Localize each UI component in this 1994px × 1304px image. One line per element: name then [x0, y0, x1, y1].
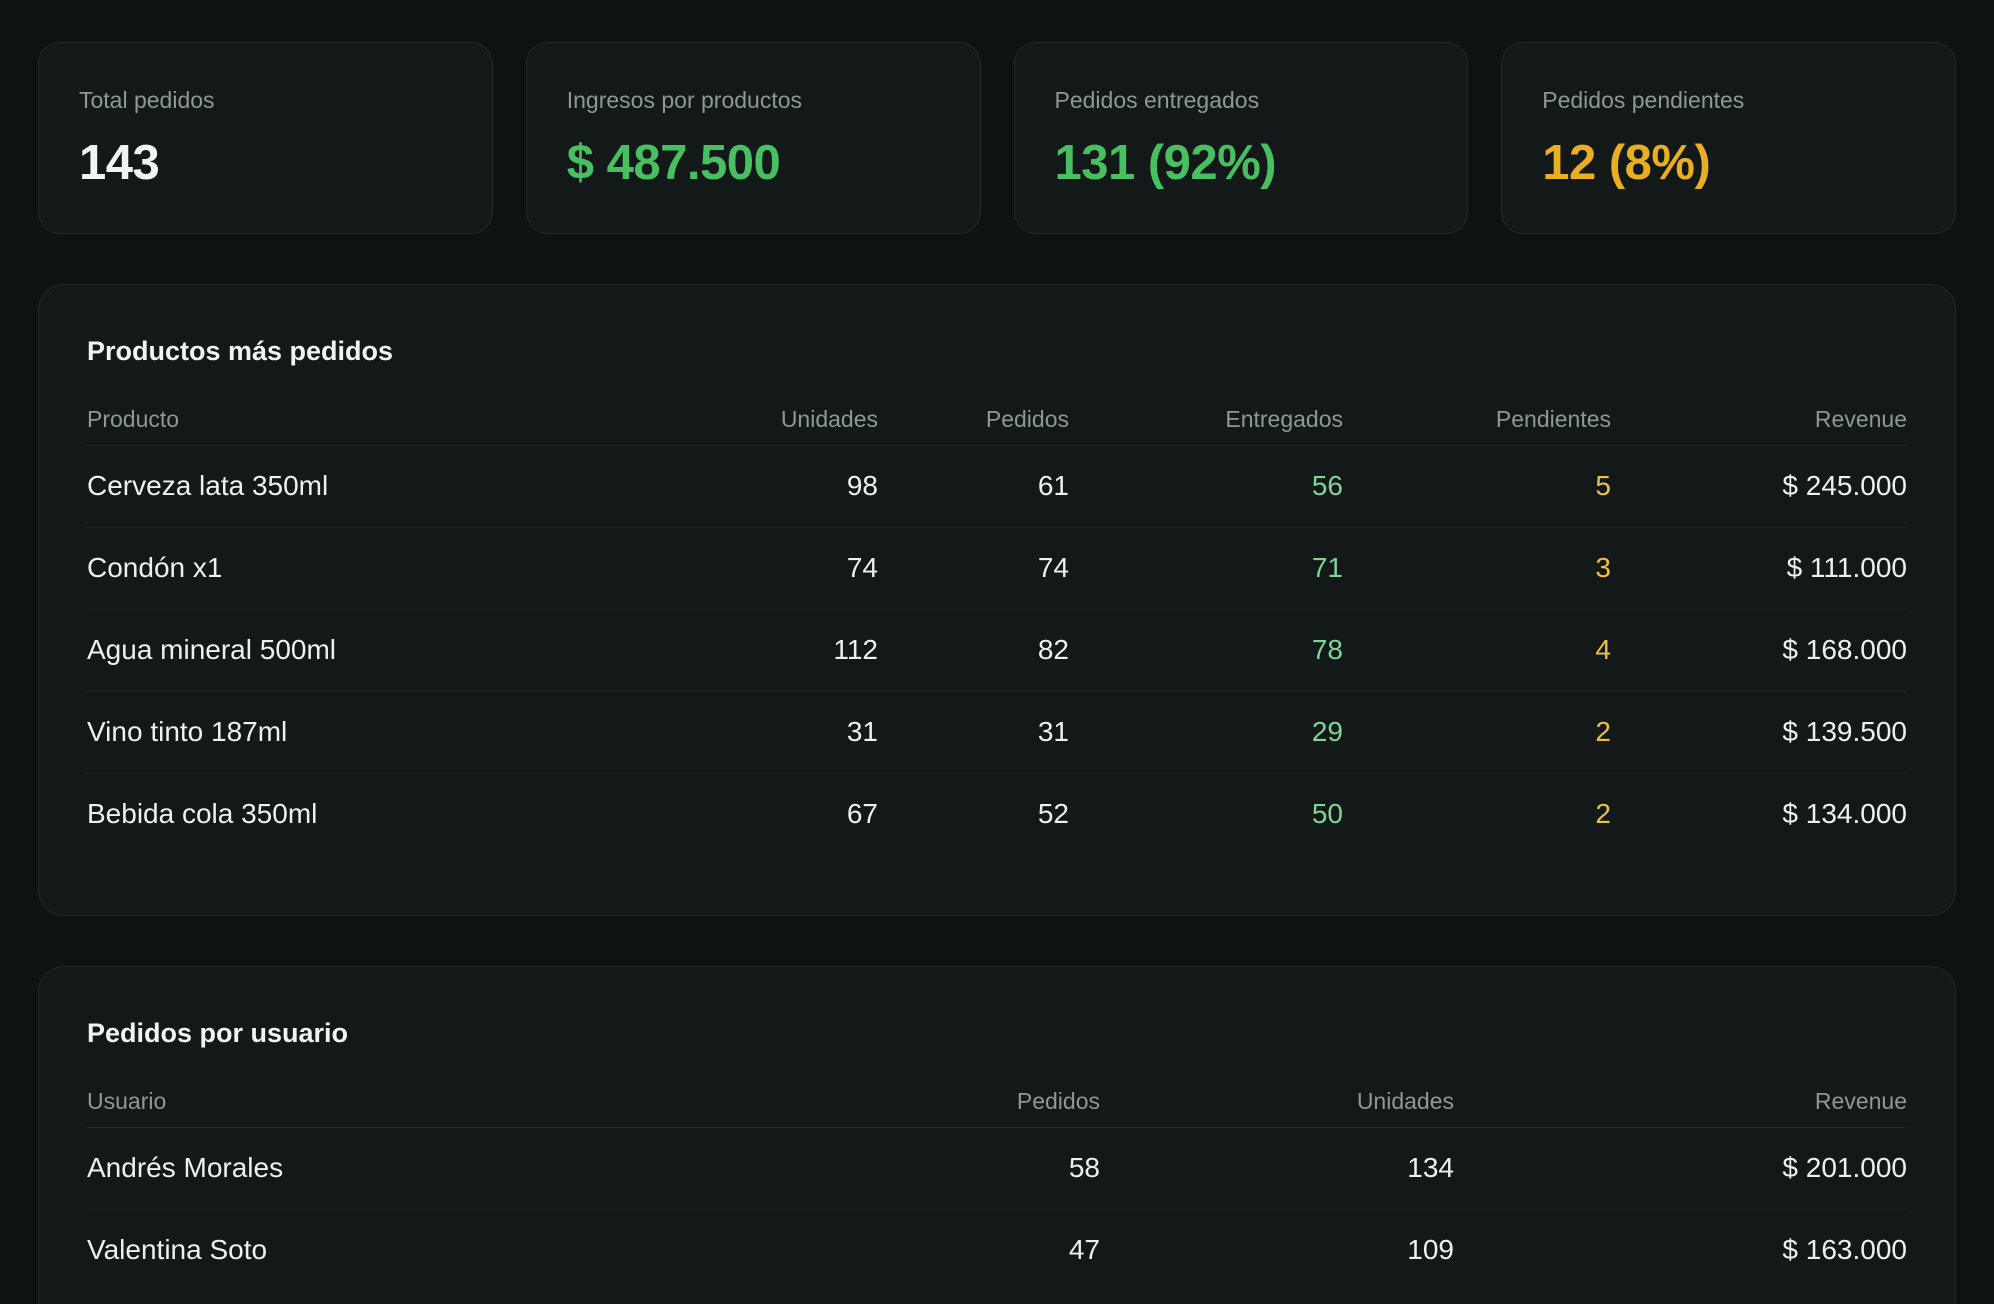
kpi-label: Total pedidos: [79, 87, 215, 113]
units-cell: 98: [618, 445, 878, 528]
kpi-label: Ingresos por productos: [566, 87, 802, 113]
delivered-cell: 71: [1069, 527, 1343, 610]
column-header-revenue[interactable]: Revenue: [1611, 369, 1907, 446]
table-row[interactable]: Andrés Morales 58 134 $ 201.000: [87, 1127, 1907, 1210]
units-cell: 112: [618, 609, 878, 692]
delivered-cell: 29: [1069, 691, 1343, 774]
column-header-product[interactable]: Producto: [87, 369, 618, 446]
table-row[interactable]: Vino tinto 187ml 31 31 29 2 $ 139.500: [87, 691, 1907, 774]
table-row[interactable]: Cerveza lata 350ml 98 61 56 5 $ 245.000: [87, 445, 1907, 528]
units-cell: 134: [1100, 1127, 1454, 1210]
kpi-card-total-orders: Total pedidos 143: [38, 42, 493, 234]
revenue-cell: $ 245.000: [1611, 445, 1907, 528]
kpi-card-product-revenue: Ingresos por productos $ 487.500: [525, 42, 981, 234]
revenue-cell: $ 163.000: [1782, 1234, 1907, 1266]
column-header-units[interactable]: Unidades: [1100, 1051, 1454, 1128]
product-name-cell: Agua mineral 500ml: [87, 609, 618, 692]
delivered-cell: 56: [1069, 445, 1343, 528]
kpi-label: Pedidos pendientes: [1542, 87, 1745, 113]
revenue-cell: $ 201.000: [1454, 1127, 1907, 1210]
pending-cell: 2: [1343, 691, 1611, 774]
orders-by-user-table: Usuario Pedidos Unidades Revenue Andrés …: [87, 1051, 1907, 1291]
table-row[interactable]: Condón x1 74 74 71 3 $ 111.000: [87, 527, 1907, 610]
orders-cell: 74: [878, 527, 1069, 610]
product-name-cell: Condón x1: [87, 527, 618, 610]
kpi-row: Total pedidos 143 Ingresos por productos…: [38, 42, 1956, 234]
column-header-orders[interactable]: Pedidos: [679, 1051, 1100, 1128]
orders-cell: 31: [878, 691, 1069, 774]
user-name-cell: Valentina Soto: [87, 1234, 268, 1266]
units-cell: 109: [1407, 1234, 1454, 1266]
orders-cell: 82: [878, 609, 1069, 692]
units-cell: 74: [618, 527, 878, 610]
top-products-panel: Productos más pedidos Producto Unidades …: [38, 284, 1956, 916]
kpi-value: $ 487.500: [566, 136, 781, 190]
column-header-pending[interactable]: Pendientes: [1343, 369, 1611, 446]
pending-cell: 2: [1595, 798, 1611, 830]
pending-cell: 4: [1343, 609, 1611, 692]
column-header-revenue[interactable]: Revenue: [1454, 1051, 1907, 1128]
panel-title: Pedidos por usuario: [87, 1018, 349, 1048]
product-name-cell: Cerveza lata 350ml: [87, 445, 618, 528]
table-header-row: Producto Unidades Pedidos Entregados Pen…: [87, 369, 1907, 446]
orders-cell: 47: [1068, 1234, 1100, 1266]
orders-by-user-panel: Pedidos por usuario Usuario Pedidos Unid…: [38, 966, 1956, 1304]
kpi-card-pending-orders: Pedidos pendientes 12 (8%): [1501, 42, 1956, 234]
kpi-card-delivered-orders: Pedidos entregados 131 (92%): [1013, 42, 1469, 234]
revenue-cell: $ 111.000: [1611, 527, 1907, 610]
product-name-cell: Vino tinto 187ml: [87, 691, 618, 774]
top-products-table: Producto Unidades Pedidos Entregados Pen…: [87, 369, 1907, 855]
revenue-cell: $ 139.500: [1611, 691, 1907, 774]
table-header-row: Usuario Pedidos Unidades Revenue: [87, 1051, 1907, 1128]
kpi-value: 12 (8%): [1542, 136, 1711, 190]
revenue-cell: $ 134.000: [1782, 798, 1907, 830]
user-name-cell: Andrés Morales: [87, 1127, 679, 1210]
orders-cell: 61: [878, 445, 1069, 528]
column-header-delivered[interactable]: Entregados: [1069, 369, 1343, 446]
kpi-label: Pedidos entregados: [1054, 87, 1260, 113]
kpi-value: 143: [79, 136, 160, 190]
panel-title: Productos más pedidos: [87, 336, 394, 366]
revenue-cell: $ 168.000: [1611, 609, 1907, 692]
column-header-units[interactable]: Unidades: [618, 369, 878, 446]
delivered-cell: 50: [1311, 798, 1343, 830]
product-name-cell: Bebida cola 350ml: [87, 798, 318, 830]
units-cell: 67: [846, 798, 878, 830]
table-row[interactable]: Bebida cola 350ml 67 52 50 2 $ 134.000: [87, 773, 1907, 855]
column-header-orders[interactable]: Pedidos: [878, 369, 1069, 446]
pending-cell: 3: [1343, 527, 1611, 610]
orders-cell: 58: [679, 1127, 1100, 1210]
table-row[interactable]: Agua mineral 500ml 112 82 78 4 $ 168.000: [87, 609, 1907, 692]
table-row[interactable]: Valentina Soto 47 109 $ 163.000: [87, 1209, 1907, 1291]
orders-cell: 52: [1037, 798, 1069, 830]
kpi-value: 131 (92%): [1054, 136, 1277, 190]
pending-cell: 5: [1343, 445, 1611, 528]
column-header-user[interactable]: Usuario: [87, 1051, 679, 1128]
delivered-cell: 78: [1069, 609, 1343, 692]
units-cell: 31: [618, 691, 878, 774]
